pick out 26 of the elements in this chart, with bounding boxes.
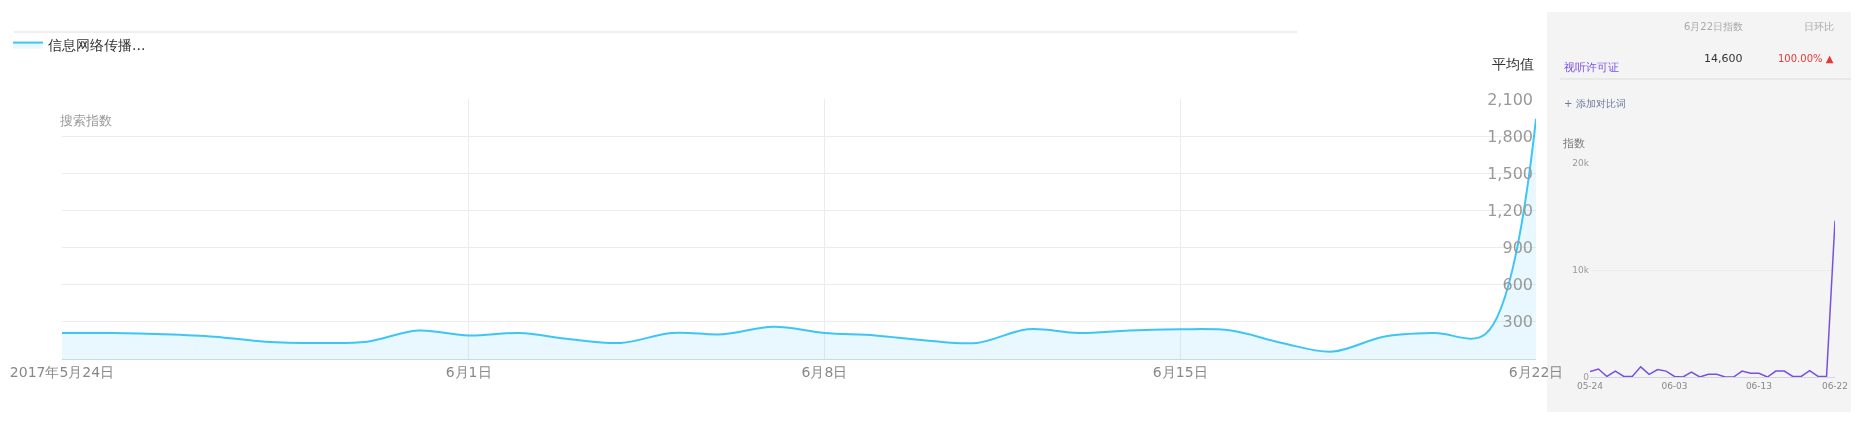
y-tick-label: 2,100 bbox=[1487, 89, 1533, 109]
y-tick-label: 300 bbox=[1502, 312, 1533, 332]
text: + 添加对比词 bbox=[1564, 98, 1626, 109]
y-tick-label: 10k bbox=[1572, 265, 1590, 276]
x-tick-label: 6月1日 bbox=[445, 363, 492, 380]
legend-label: 信息网络传播... bbox=[48, 37, 146, 54]
y-axis-title: 搜索指数 bbox=[60, 113, 112, 128]
x-tick-label: 06-13 bbox=[1745, 380, 1773, 391]
text: 14,600 bbox=[1704, 52, 1743, 65]
y-tick-label: 20k bbox=[1572, 158, 1590, 169]
line-series bbox=[1590, 220, 1835, 377]
y-tick-label: 1,800 bbox=[1487, 126, 1533, 146]
x-tick-label: 2017年5月24日 bbox=[9, 363, 115, 380]
y-tick-label: 0 bbox=[1583, 372, 1590, 383]
text: 视听许可证 bbox=[1564, 61, 1619, 74]
y-axis-title: 指数 bbox=[1562, 137, 1585, 150]
x-tick-label: 05-24 bbox=[1576, 380, 1604, 391]
x-tick-label: 06-03 bbox=[1661, 380, 1688, 391]
x-tick-label: 6月22日 bbox=[1508, 363, 1564, 380]
x-tick-label: 6月8日 bbox=[801, 363, 848, 380]
x-tick-label: 6月15日 bbox=[1152, 363, 1208, 380]
x-tick-label: 06-22 bbox=[1821, 380, 1849, 391]
text: 100.00% ▲ bbox=[1778, 53, 1834, 64]
text: 6月22日指数 bbox=[1684, 21, 1744, 32]
text: 平均值 bbox=[1492, 56, 1534, 72]
text: 日环比 bbox=[1804, 21, 1834, 32]
